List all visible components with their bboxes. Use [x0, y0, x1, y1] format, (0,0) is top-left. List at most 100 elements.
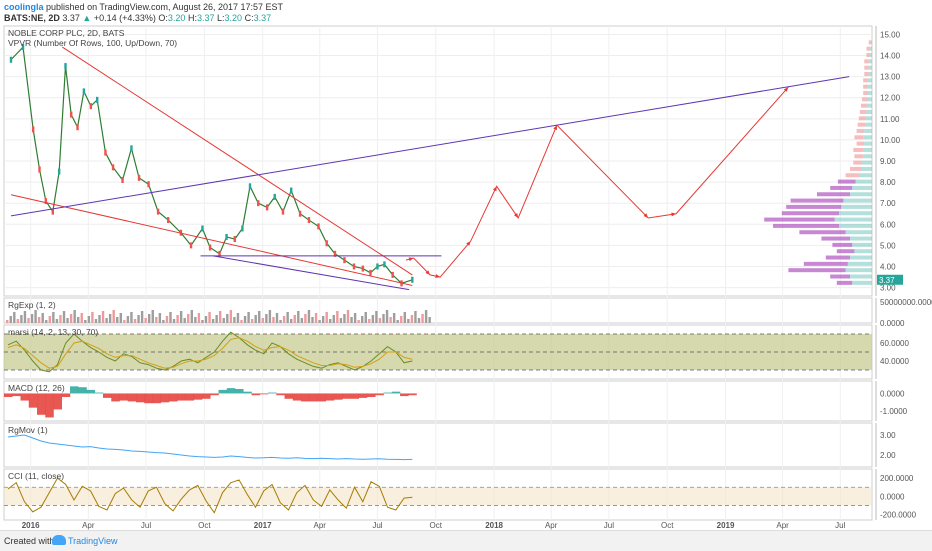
vpvr-down-bar: [803, 261, 848, 266]
vpvr-up-bar: [845, 230, 872, 235]
volume-bar: [258, 311, 261, 323]
vpvr-up-bar: [865, 122, 872, 127]
trend-line[interactable]: [62, 46, 413, 276]
volume-bar: [382, 314, 385, 323]
macd-histogram-bar: [375, 393, 384, 396]
tradingview-brand[interactable]: TradingView: [68, 536, 118, 546]
volume-bar: [84, 320, 87, 323]
volume-bar: [190, 310, 193, 323]
vpvr-down-bar: [863, 78, 868, 83]
macd-histogram-bar: [259, 393, 269, 395]
vpvr-down-bar: [830, 185, 853, 190]
x-tick-label: 2019: [717, 521, 735, 530]
vpvr-up-bar: [855, 179, 872, 184]
x-tick-label: Jul: [604, 521, 614, 530]
volume-bar: [400, 316, 403, 323]
volume-bar: [332, 315, 335, 323]
vpvr-down-bar: [858, 116, 866, 121]
vpvr-up-bar: [864, 141, 872, 146]
trend-line[interactable]: [10, 194, 413, 286]
x-tick-label: Jul: [141, 521, 151, 530]
volume-bar: [353, 313, 357, 323]
y-tick-label: 40.0000: [880, 357, 909, 366]
volume-bar: [158, 313, 162, 323]
volume-bar: [421, 314, 424, 323]
price-candle: [121, 176, 124, 183]
macd-histogram-bar: [251, 393, 261, 396]
vpvr-down-bar: [853, 160, 863, 165]
price-candle: [156, 208, 160, 215]
vpvr-up-bar: [845, 268, 872, 273]
volume-bar: [275, 313, 279, 323]
price-candle: [281, 208, 285, 215]
volume-bar: [140, 311, 144, 323]
vpvr-up-bar: [834, 217, 872, 222]
vpvr-up-bar: [866, 103, 872, 108]
volume-bar: [155, 317, 158, 323]
price-candle: [273, 193, 276, 200]
macd-histogram-bar: [292, 393, 302, 401]
volume-bar: [172, 319, 176, 323]
x-tick-label: Apr: [82, 521, 95, 530]
volume-bar: [123, 320, 126, 323]
price-candle: [298, 210, 302, 217]
low-value: 3.20: [224, 13, 243, 23]
volume-bar: [37, 317, 41, 323]
volume-bar: [27, 318, 30, 323]
vpvr-up-bar: [850, 274, 872, 279]
volume-bar: [66, 318, 69, 323]
pane-frame: [3, 422, 873, 468]
y-tick-label: 15.00: [880, 30, 901, 39]
volume-bar: [108, 314, 112, 323]
price-candle: [147, 181, 150, 188]
volume-bar: [91, 312, 94, 323]
vpvr-down-bar: [781, 211, 839, 216]
trend-line[interactable]: [213, 255, 410, 291]
y-tick-label: 8.00: [880, 178, 896, 187]
projection-arrowhead: [425, 270, 431, 275]
y-tick-label: 12.00: [880, 94, 901, 103]
volume-bar: [297, 311, 300, 323]
price-candle: [257, 200, 260, 207]
volume-bar: [357, 320, 360, 323]
volume-bar: [268, 310, 272, 323]
tradingview-logo-icon: [52, 535, 66, 545]
price-candle: [189, 242, 193, 249]
volume-bar: [62, 311, 66, 323]
volume-bar: [52, 312, 55, 323]
vpvr-down-bar: [845, 173, 859, 178]
chart-canvas[interactable]: 15.00 14.00 13.00 12.00 11.00 10.00 9.00 8.00 7.…: [0, 0, 932, 530]
high-label: H:: [187, 13, 197, 23]
volume-bar: [307, 310, 311, 323]
last-price-marker: [877, 274, 903, 285]
vpvr-down-bar: [868, 40, 871, 45]
volume-bar: [48, 316, 51, 323]
price-line[interactable]: [10, 45, 413, 285]
macd-histogram-bar: [127, 393, 137, 402]
vpvr-up-bar: [847, 261, 872, 266]
volume-bar: [105, 318, 108, 323]
price-candle: [167, 217, 170, 224]
price-candle: [111, 164, 115, 171]
vpvr-up-bar: [863, 154, 872, 159]
price-candle: [241, 225, 244, 232]
author-name[interactable]: coolingla: [4, 2, 44, 12]
macd-histogram-bar: [53, 393, 63, 410]
last-price-label: 3.37: [879, 276, 895, 285]
pane-legend: marsi (14, 2, 13, 30, 70): [8, 327, 98, 337]
volume-bar: [364, 312, 367, 323]
projection-arrowhead: [783, 87, 789, 92]
volume-bar: [389, 317, 392, 323]
price-candle: [89, 103, 93, 110]
price-candle: [411, 276, 414, 283]
price-candle: [208, 244, 212, 251]
open-value: 3.20: [167, 13, 186, 23]
volume-bar: [41, 313, 44, 323]
vpvr-up-bar: [866, 109, 872, 114]
trend-line[interactable]: [10, 76, 850, 217]
y-tick-label: 200.0000: [880, 474, 914, 483]
vpvr-down-bar: [863, 91, 868, 95]
price-candle: [325, 240, 328, 247]
vpvr-up-bar: [839, 223, 872, 228]
volume-bar: [101, 311, 105, 323]
